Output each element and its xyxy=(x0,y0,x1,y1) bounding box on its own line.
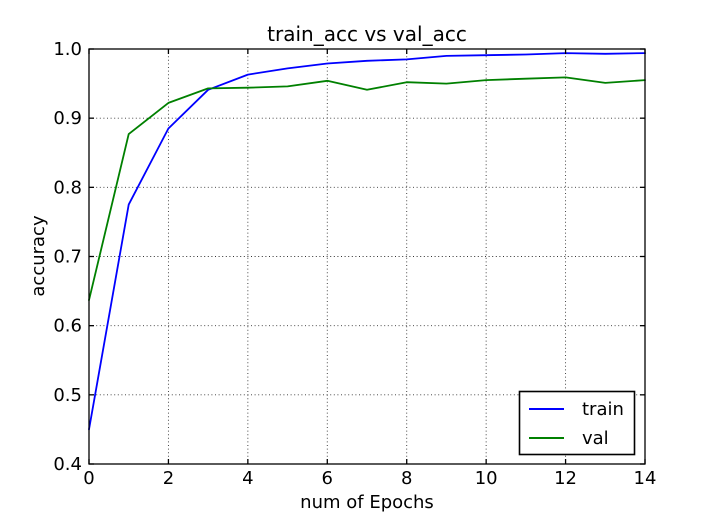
y-tick-label: 1.0 xyxy=(53,39,82,60)
legend-label-val: val xyxy=(582,428,609,449)
y-tick-label: 0.8 xyxy=(53,177,82,198)
x-tick-label: 12 xyxy=(554,468,577,489)
x-tick-label: 4 xyxy=(242,468,253,489)
x-tick-labels: 0 2 4 6 8 10 12 14 xyxy=(83,468,656,489)
y-tick-label: 0.4 xyxy=(53,454,82,475)
y-tick-label: 0.7 xyxy=(53,247,82,268)
chart-title: train_acc vs val_acc xyxy=(267,22,467,46)
axis-ticks xyxy=(88,48,646,465)
x-tick-label: 2 xyxy=(163,468,174,489)
x-tick-label: 6 xyxy=(322,468,333,489)
gridlines xyxy=(89,49,645,464)
y-tick-label: 0.6 xyxy=(53,316,82,337)
x-tick-label: 10 xyxy=(475,468,498,489)
y-tick-labels: 0.4 0.5 0.6 0.7 0.8 0.9 1.0 xyxy=(53,39,82,475)
legend: train val xyxy=(518,390,636,456)
x-tick-label: 0 xyxy=(83,468,94,489)
x-tick-label: 14 xyxy=(634,468,657,489)
y-axis-label: accuracy xyxy=(28,215,49,297)
x-tick-label: 8 xyxy=(401,468,412,489)
y-tick-label: 0.9 xyxy=(53,108,82,129)
legend-label-train: train xyxy=(582,399,624,420)
legend-box xyxy=(518,390,636,456)
y-tick-label: 0.5 xyxy=(53,385,82,406)
val-line xyxy=(88,76,646,302)
data-series xyxy=(88,52,646,431)
x-axis-label: num of Epochs xyxy=(300,492,434,513)
train-line xyxy=(88,52,646,431)
